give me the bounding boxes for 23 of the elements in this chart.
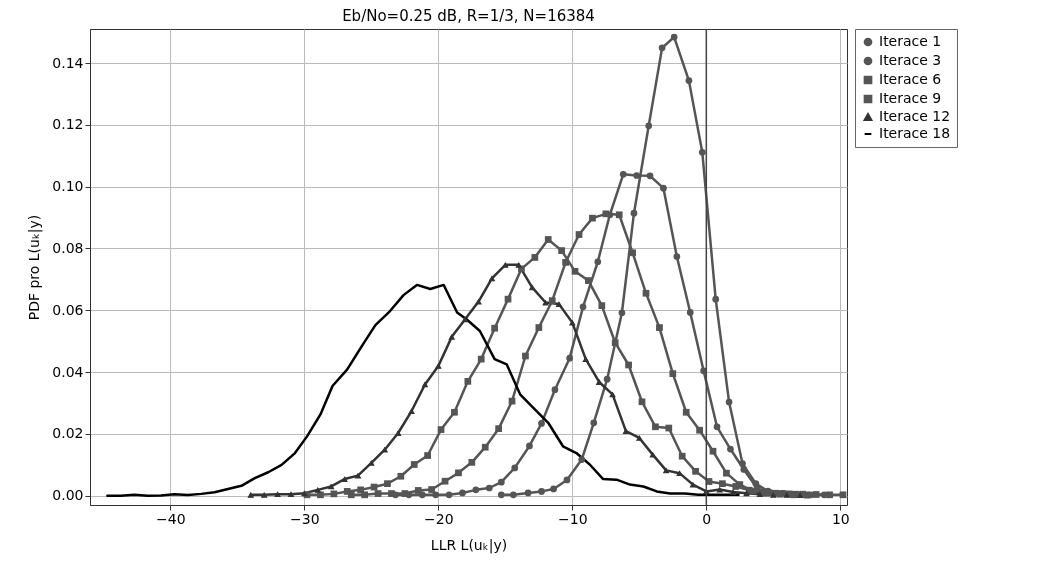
y-tick-label: 0.04 [52,363,84,380]
y-tick-label: 0.10 [52,178,84,195]
legend-label: Iterace 9 [879,90,942,106]
y-tick-label: 0.02 [52,425,84,442]
y-tick-label: 0.06 [52,301,84,318]
legend-label: Iterace 3 [879,52,942,68]
x-tick-label: 0 [702,510,712,527]
legend-label: Iterace 12 [879,108,951,124]
legend-label: Iterace 1 [879,33,942,49]
x-tick-label: −30 [290,510,320,527]
y-tick-label: 0.08 [52,239,84,256]
chart-title: Eb/No=0.25 dB, R=1/3, N=16384 [342,7,595,26]
legend-label: Iterace 18 [879,125,951,141]
x-tick-label: −20 [424,510,454,527]
x-tick-label: 10 [831,510,850,527]
y-tick-label: 0.00 [52,487,84,504]
y-tick-label: 0.12 [52,116,84,133]
x-tick-label: −10 [558,510,588,527]
y-axis-title: PDF pro L(uₖ|y) [26,214,44,321]
x-axis-title: LLR L(uₖ|y) [430,536,508,554]
legend-label: Iterace 6 [879,71,942,87]
y-tick-label: 0.14 [52,54,84,71]
x-tick-label: −40 [156,510,186,527]
